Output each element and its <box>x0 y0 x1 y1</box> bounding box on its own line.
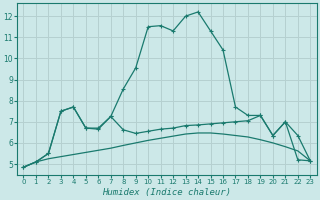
X-axis label: Humidex (Indice chaleur): Humidex (Indice chaleur) <box>102 188 231 197</box>
